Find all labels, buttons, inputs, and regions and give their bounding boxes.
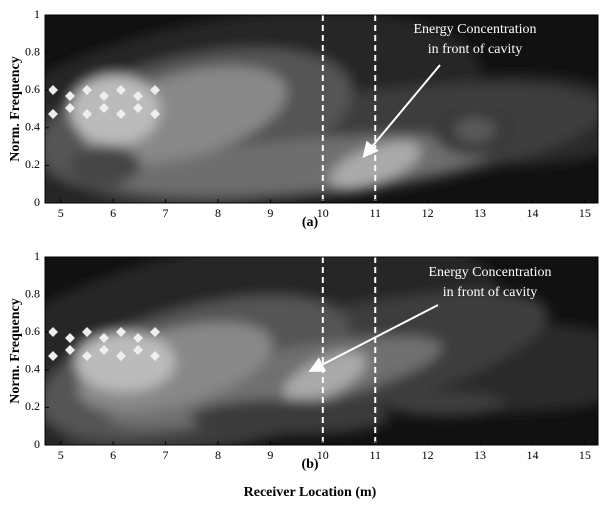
contour-region	[190, 399, 390, 435]
x-tick-label: 6	[110, 448, 116, 462]
x-tick-label: 13	[474, 448, 486, 462]
x-tick-label: 7	[163, 448, 169, 462]
y-tick-label: 0	[34, 437, 40, 451]
x-tick-label: 11	[369, 448, 381, 462]
contour-speckle	[116, 351, 126, 361]
plot-frame	[44, 256, 599, 446]
annotation-arrow	[308, 304, 439, 372]
x-tick-label: 15	[579, 448, 591, 462]
contour-speckle	[48, 109, 58, 119]
annotation-arrow	[362, 64, 441, 159]
plot-frame	[44, 14, 599, 204]
x-tick-label: 8	[215, 448, 221, 462]
x-tick-label: 5	[58, 448, 64, 462]
x-tick-label: 14	[526, 206, 538, 220]
contour-speckle	[65, 103, 75, 113]
y-tick-label: 1	[34, 249, 40, 263]
y-tick-label: 0.6	[25, 82, 40, 96]
contour-speckle	[82, 109, 92, 119]
x-tick-label: 14	[526, 448, 538, 462]
contour-region	[75, 332, 175, 392]
contour-speckle	[116, 85, 126, 95]
contour-speckle	[82, 351, 92, 361]
x-tick-label: 6	[110, 206, 116, 220]
y-tick-label: 0.2	[25, 157, 40, 171]
y-tick-label: 0.8	[25, 286, 40, 300]
y-tick-label: 0.2	[25, 399, 40, 413]
x-tick-label: 13	[474, 206, 486, 220]
contour-speckle	[65, 333, 75, 343]
contour-speckle	[116, 327, 126, 337]
x-tick-label: 12	[422, 206, 434, 220]
x-tick-label: 8	[215, 206, 221, 220]
contour-speckle	[150, 327, 160, 337]
contour-speckle	[65, 345, 75, 355]
contour-speckle	[133, 91, 143, 101]
y-axis-label: Norm. Frequency	[8, 298, 23, 404]
x-tick-label: 5	[58, 206, 64, 220]
contour-speckle	[48, 327, 58, 337]
x-tick-label: 9	[267, 206, 273, 220]
contour-speckle	[116, 109, 126, 119]
contour-speckle	[133, 345, 143, 355]
x-tick-label: 10	[317, 448, 329, 462]
panel-caption: (a)	[302, 215, 319, 230]
shading	[45, 257, 598, 445]
contour-speckle	[150, 85, 160, 95]
contour-region	[283, 351, 367, 403]
x-tick-label: 15	[579, 206, 591, 220]
y-tick-label: 0.8	[25, 44, 40, 58]
annotation: Energy Concentration	[414, 22, 537, 37]
contour-region	[70, 75, 160, 145]
contour-region	[385, 392, 505, 416]
x-axis-label: Receiver Location (m)	[244, 485, 377, 500]
contour-speckle	[133, 103, 143, 113]
contour-plot	[45, 257, 598, 445]
annotation: in front of cavity	[443, 285, 537, 300]
contour-region	[70, 145, 140, 185]
x-tick-label: 11	[369, 206, 381, 220]
contour-plot	[45, 15, 598, 203]
x-tick-label: 9	[267, 448, 273, 462]
panel-caption: (b)	[301, 457, 318, 472]
contour-speckle	[65, 91, 75, 101]
y-tick-label: 0.4	[25, 120, 40, 134]
y-tick-label: 1	[34, 7, 40, 21]
shading	[45, 15, 598, 203]
contour-speckle	[133, 333, 143, 343]
y-tick-label: 0.4	[25, 362, 40, 376]
contour-speckle	[82, 327, 92, 337]
contour-speckle	[150, 109, 160, 119]
contour-speckle	[99, 91, 109, 101]
contour-speckle	[82, 85, 92, 95]
y-tick-label: 0.6	[25, 324, 40, 338]
x-tick-label: 10	[317, 206, 329, 220]
y-tick-label: 0	[34, 195, 40, 209]
annotation: in front of cavity	[428, 42, 522, 57]
contour-region	[455, 118, 495, 142]
contour-speckle	[99, 333, 109, 343]
x-tick-label: 12	[422, 448, 434, 462]
annotation: Energy Concentration	[429, 265, 552, 280]
contour-speckle	[48, 351, 58, 361]
x-tick-label: 7	[163, 206, 169, 220]
contour-speckle	[48, 85, 58, 95]
y-axis-label: Norm. Frequency	[8, 56, 23, 162]
contour-speckle	[150, 351, 160, 361]
contour-speckle	[99, 345, 109, 355]
contour-speckle	[99, 103, 109, 113]
